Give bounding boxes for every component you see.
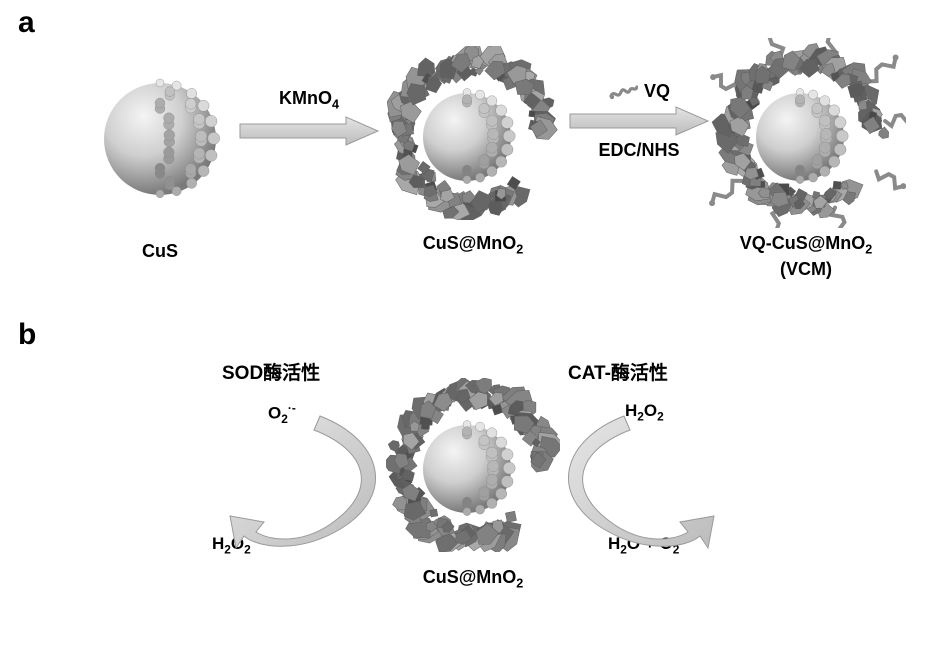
cusmno2-particle-icon	[386, 46, 560, 220]
vcm-particle-icon	[706, 38, 906, 228]
stage-cus: CuS	[95, 74, 225, 263]
arrow-right-icon	[566, 104, 712, 138]
arrow-edcnhs-label: EDC/NHS	[598, 140, 679, 161]
arrow-vq-label: VQ	[644, 81, 670, 102]
panel-label-a: a	[18, 6, 35, 40]
curved-arrow-left-icon	[224, 398, 404, 578]
panel-label-b: b	[18, 318, 36, 352]
curved-arrow-right-icon	[540, 398, 720, 578]
header-sod: SOD酶活性	[222, 358, 320, 385]
caption-vcm: VQ-CuS@MnO2(VCM)	[740, 232, 873, 281]
caption-cusmno2: CuS@MnO2	[423, 232, 524, 258]
vq-squiggle-icon	[608, 80, 638, 102]
cusmno2-particle-icon-b	[386, 378, 560, 552]
caption-panelb: CuS@MnO2	[423, 566, 524, 592]
caption-cus: CuS	[142, 240, 178, 263]
cus-sphere-icon	[95, 74, 225, 204]
header-cat: CAT-酶活性	[568, 358, 668, 385]
arrow-vq-block: VQ EDC/NHS	[566, 80, 712, 161]
arrow-kmno4-block: KMnO4	[236, 88, 382, 148]
arrow-kmno4-label: KMnO4	[279, 88, 339, 112]
stage-vcm: VQ-CuS@MnO2(VCM)	[706, 38, 906, 281]
stage-panelb-particle: CuS@MnO2	[386, 378, 560, 592]
stage-cusmno2: CuS@MnO2	[386, 46, 560, 258]
arrow-right-icon	[236, 114, 382, 148]
